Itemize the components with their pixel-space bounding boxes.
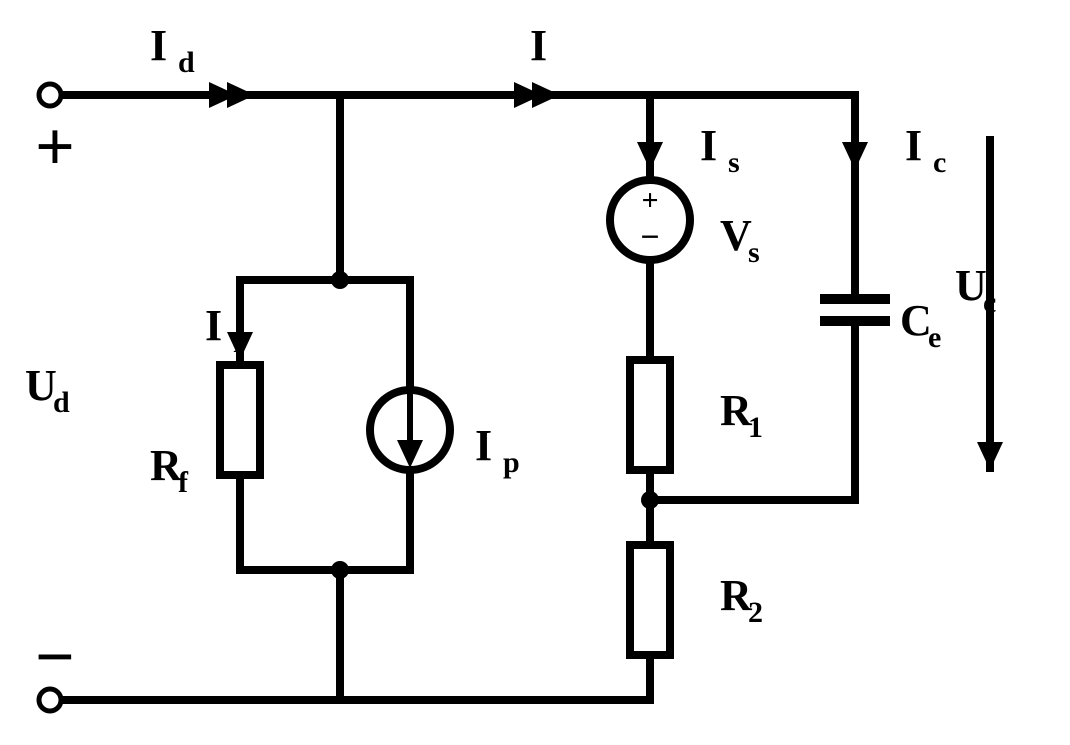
- label-I: I: [530, 21, 547, 70]
- label-Ic: Ic: [905, 121, 946, 179]
- label-Vs: Vs: [720, 211, 760, 269]
- svg-text:U: U: [955, 261, 987, 310]
- svg-text:I: I: [530, 21, 547, 70]
- label-R1: R1: [720, 386, 763, 444]
- svg-text:1: 1: [748, 411, 763, 444]
- svg-text:d: d: [53, 386, 70, 419]
- svg-text:f: f: [178, 466, 189, 499]
- svg-text:U: U: [25, 361, 57, 410]
- svg-text:2: 2: [748, 596, 763, 629]
- svg-text:C: C: [900, 296, 932, 345]
- svg-text:I: I: [150, 21, 167, 70]
- svg-text:s: s: [728, 146, 740, 179]
- minus-terminal-label: −: [35, 619, 75, 696]
- svg-text:f: f: [233, 326, 244, 359]
- label-Id: Id: [150, 21, 195, 79]
- svg-text:p: p: [503, 446, 520, 479]
- svg-text:I: I: [700, 121, 717, 170]
- svg-text:c: c: [933, 146, 946, 179]
- svg-text:I: I: [205, 301, 222, 350]
- svg-text:s: s: [748, 236, 760, 269]
- plus-terminal-label: +: [35, 109, 75, 186]
- svg-text:I: I: [475, 421, 492, 470]
- svg-text:d: d: [178, 46, 195, 79]
- svg-text:I: I: [905, 121, 922, 170]
- circuit-diagram: +−+−IdIIsIcIfIpUdUcVsRfR1R2Ce: [0, 0, 1070, 745]
- svg-text:−: −: [640, 219, 659, 256]
- label-R2: R2: [720, 571, 763, 629]
- label-Is: Is: [700, 121, 740, 179]
- svg-text:e: e: [928, 321, 941, 354]
- label-Ud: Ud: [25, 361, 70, 419]
- label-Ip: Ip: [475, 421, 520, 479]
- label-Ce: Ce: [900, 296, 941, 354]
- label-Rf: Rf: [150, 441, 189, 499]
- svg-text:c: c: [983, 286, 996, 319]
- svg-text:+: +: [641, 184, 658, 217]
